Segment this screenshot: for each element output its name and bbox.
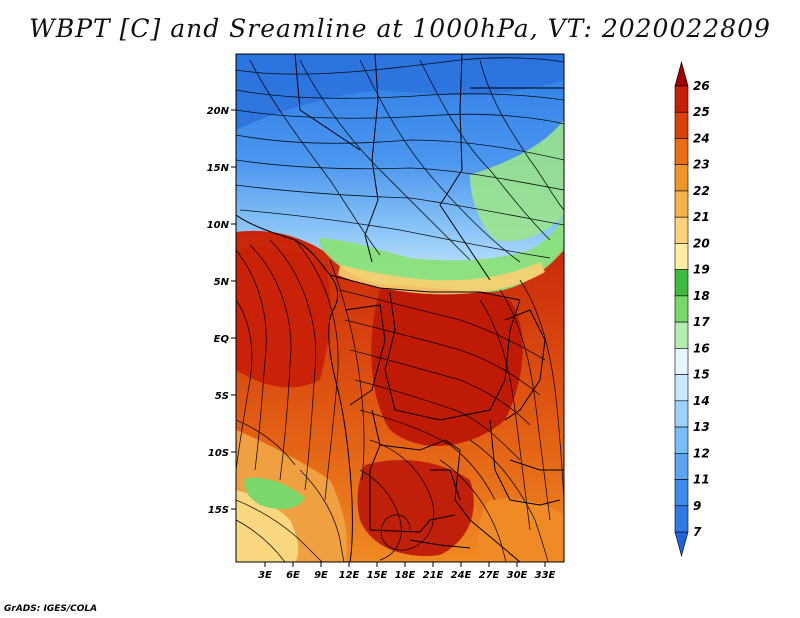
colorbar-bin: [674, 505, 689, 533]
colorbar-bin: [674, 452, 689, 480]
colorbar-bin: [674, 216, 689, 244]
cool-region: [236, 54, 564, 290]
transition-yellow-band: [338, 262, 545, 295]
lon-label: 12E: [339, 570, 360, 581]
colorbar-label: 14: [693, 394, 710, 408]
lon-label: 6E: [286, 570, 300, 581]
west-hot-region: [236, 245, 331, 388]
lon-label: 27E: [479, 570, 500, 581]
colorbar-bin: [674, 190, 689, 218]
colorbar-bin: [674, 164, 689, 192]
colorbar-bin: [674, 479, 689, 507]
lat-label: 10N: [207, 220, 230, 231]
lon-label: 33E: [535, 570, 556, 581]
lon-label: 24E: [451, 570, 472, 581]
lat-label: 5S: [215, 391, 229, 402]
colorbar-label: 11: [693, 473, 710, 487]
colorbar-bin: [674, 243, 689, 270]
hot-core-region: [371, 284, 523, 447]
colorbar-bin: [674, 426, 689, 454]
streamlines: [236, 57, 564, 562]
colorbar-bin: [674, 295, 689, 323]
colorbar-bin: [674, 400, 689, 428]
north-dark-blue: [236, 54, 564, 130]
colorbar-label: 7: [693, 525, 702, 539]
lat-label: 10S: [208, 448, 229, 459]
colorbar-min-cap: [674, 531, 689, 558]
colorbar-max-cap: [674, 60, 689, 87]
grads-credit: GrADS: IGES/COLA: [4, 604, 98, 614]
map-frame: [235, 53, 565, 563]
colorbar-bin: [674, 374, 689, 402]
southwest-green-patch: [244, 477, 305, 510]
south-dark-region: [357, 460, 474, 556]
colorbar-label: 9: [693, 499, 701, 513]
longitude-axis: 3E 6E 9E 12E 15E 18E 21E 24E 27E 30E 33E: [258, 562, 556, 581]
lon-label: 30E: [507, 570, 528, 581]
colorbar-label: 20: [693, 236, 710, 250]
lon-label: 9E: [314, 570, 328, 581]
colorbar-bin: [674, 138, 689, 166]
map-title: WBPT [C] and Sreamline at 1000hPa, VT: 2…: [29, 14, 771, 43]
northeast-green-patch: [470, 120, 564, 242]
colorbar-label: 22: [693, 184, 710, 198]
colorbar-bin: [674, 85, 689, 113]
map-panel: [236, 54, 564, 562]
colorbar-bin: [674, 348, 689, 375]
colorbar-label: 12: [693, 446, 710, 460]
lat-label: 15N: [207, 163, 230, 174]
colorbar-label: 25: [693, 105, 710, 119]
colorbar-label: 15: [693, 368, 710, 382]
colorbar-label: 24: [693, 131, 710, 145]
colorbar-bin: [674, 269, 689, 297]
lon-label: 3E: [258, 570, 272, 581]
colorbar-bin: [674, 111, 689, 139]
lon-label: 21E: [423, 570, 444, 581]
lon-label: 15E: [367, 570, 388, 581]
colorbar-label: 18: [693, 289, 710, 303]
lat-label: EQ: [214, 334, 230, 345]
latitude-axis: 20N 15N 10N 5N EQ 5S 10S 15S: [207, 106, 236, 516]
colorbar-label: 17: [693, 315, 710, 329]
southwest-yellow-region: [236, 490, 299, 562]
lat-label: 5N: [214, 277, 230, 288]
lat-label: 15S: [208, 505, 229, 516]
country-borders: [236, 54, 564, 562]
colorbar-label: 26: [693, 79, 710, 93]
colorbar: 26 25 24 23 22 21 20 19 18 17 16 15 14 13 12 11 9 7: [674, 60, 710, 558]
colorbar-label: 13: [693, 420, 710, 434]
lon-label: 18E: [395, 570, 416, 581]
colorbar-label: 23: [693, 158, 710, 172]
colorbar-label: 16: [693, 341, 710, 355]
lat-label: 20N: [207, 106, 230, 117]
colorbar-label: 21: [693, 210, 710, 224]
transition-green-band: [319, 215, 564, 292]
colorbar-label: 19: [693, 263, 710, 277]
southeast-orange-region: [477, 498, 564, 562]
colorbar-bin: [674, 321, 689, 349]
